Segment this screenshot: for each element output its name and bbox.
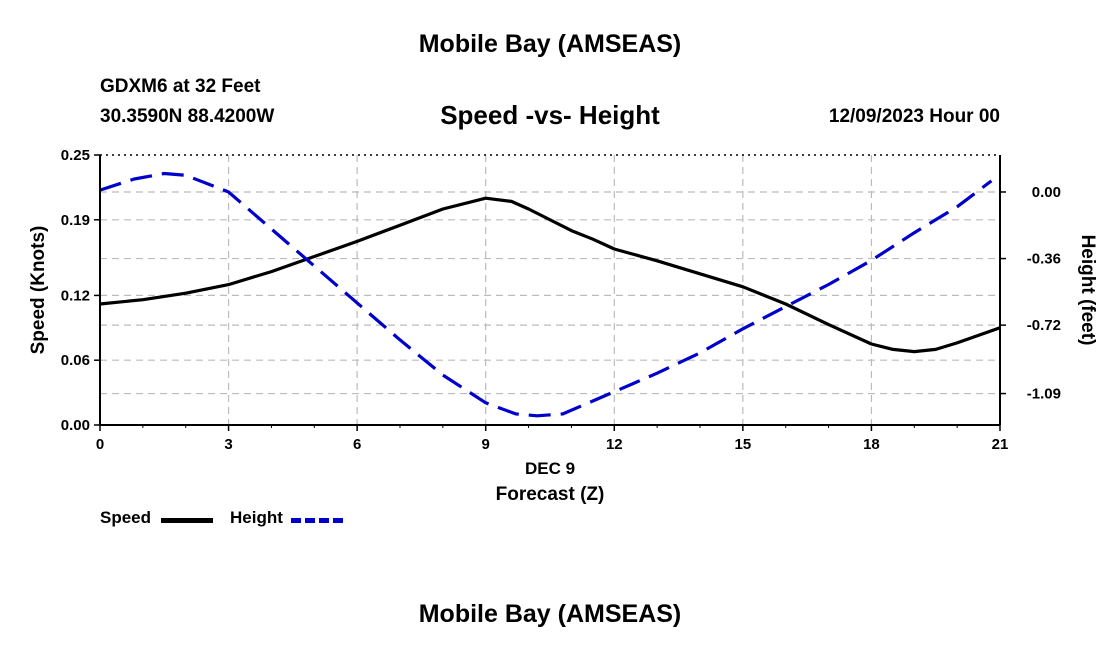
- y-right-axis-title: Height (feet): [1077, 235, 1098, 346]
- legend-swatch-speed: [161, 518, 213, 523]
- x-axis-sublabel: DEC 9: [525, 459, 575, 478]
- y-right-tick-label: -0.36: [1027, 251, 1061, 268]
- station-label: GDXM6 at 32 Feet: [100, 76, 261, 97]
- x-tick-label: 9: [482, 436, 490, 453]
- y-left-tick-label: 0.06: [61, 352, 90, 369]
- x-tick-label: 6: [353, 436, 361, 453]
- y-right-tick-label: 0.00: [1032, 184, 1061, 201]
- grid: [100, 155, 1000, 425]
- page-title: Mobile Bay (AMSEAS): [418, 30, 682, 58]
- x-axis-title: Forecast (Z): [496, 484, 605, 505]
- axis-labels: 0 3 6 9 12 15 18 21 0.00 0.06 0.12 0.19 0.25 0.00 -0.3…: [28, 147, 1098, 505]
- x-tick-label: 3: [224, 436, 232, 453]
- footer-title: Mobile Bay (AMSEAS): [418, 600, 682, 628]
- y-left-tick-label: 0.19: [61, 212, 90, 229]
- series-layer: [99, 171, 1001, 418]
- y-left-tick-label: 0.00: [61, 417, 90, 434]
- y-left-axis-title: Speed (Knots): [28, 226, 49, 355]
- legend-item-speed: Speed: [100, 508, 213, 528]
- legend-item-height: Height: [230, 508, 343, 528]
- y-right-tick-label: -0.72: [1027, 317, 1061, 334]
- coordinates-label: 30.3590N 88.4200W: [100, 106, 275, 127]
- y-left-tick-label: 0.12: [61, 287, 90, 304]
- forecast-date-label: 12/09/2023 Hour 00: [828, 106, 1000, 127]
- x-tick-label: 12: [606, 436, 623, 453]
- x-tick-label: 15: [735, 436, 752, 453]
- legend-label-speed: Speed: [100, 508, 152, 527]
- axes: [94, 154, 1006, 431]
- y-right-tick-label: -1.09: [1027, 386, 1061, 403]
- x-tick-label: 21: [992, 436, 1009, 453]
- x-tick-label: 18: [863, 436, 880, 453]
- series-line-height: [99, 171, 993, 418]
- chart-title: Speed -vs- Height: [440, 100, 660, 130]
- series-line-speed: [99, 196, 1001, 354]
- legend-label-height: Height: [230, 508, 283, 527]
- y-left-tick-label: 0.25: [61, 147, 90, 164]
- x-tick-label: 0: [96, 436, 104, 453]
- legend-swatch-height: [291, 518, 343, 523]
